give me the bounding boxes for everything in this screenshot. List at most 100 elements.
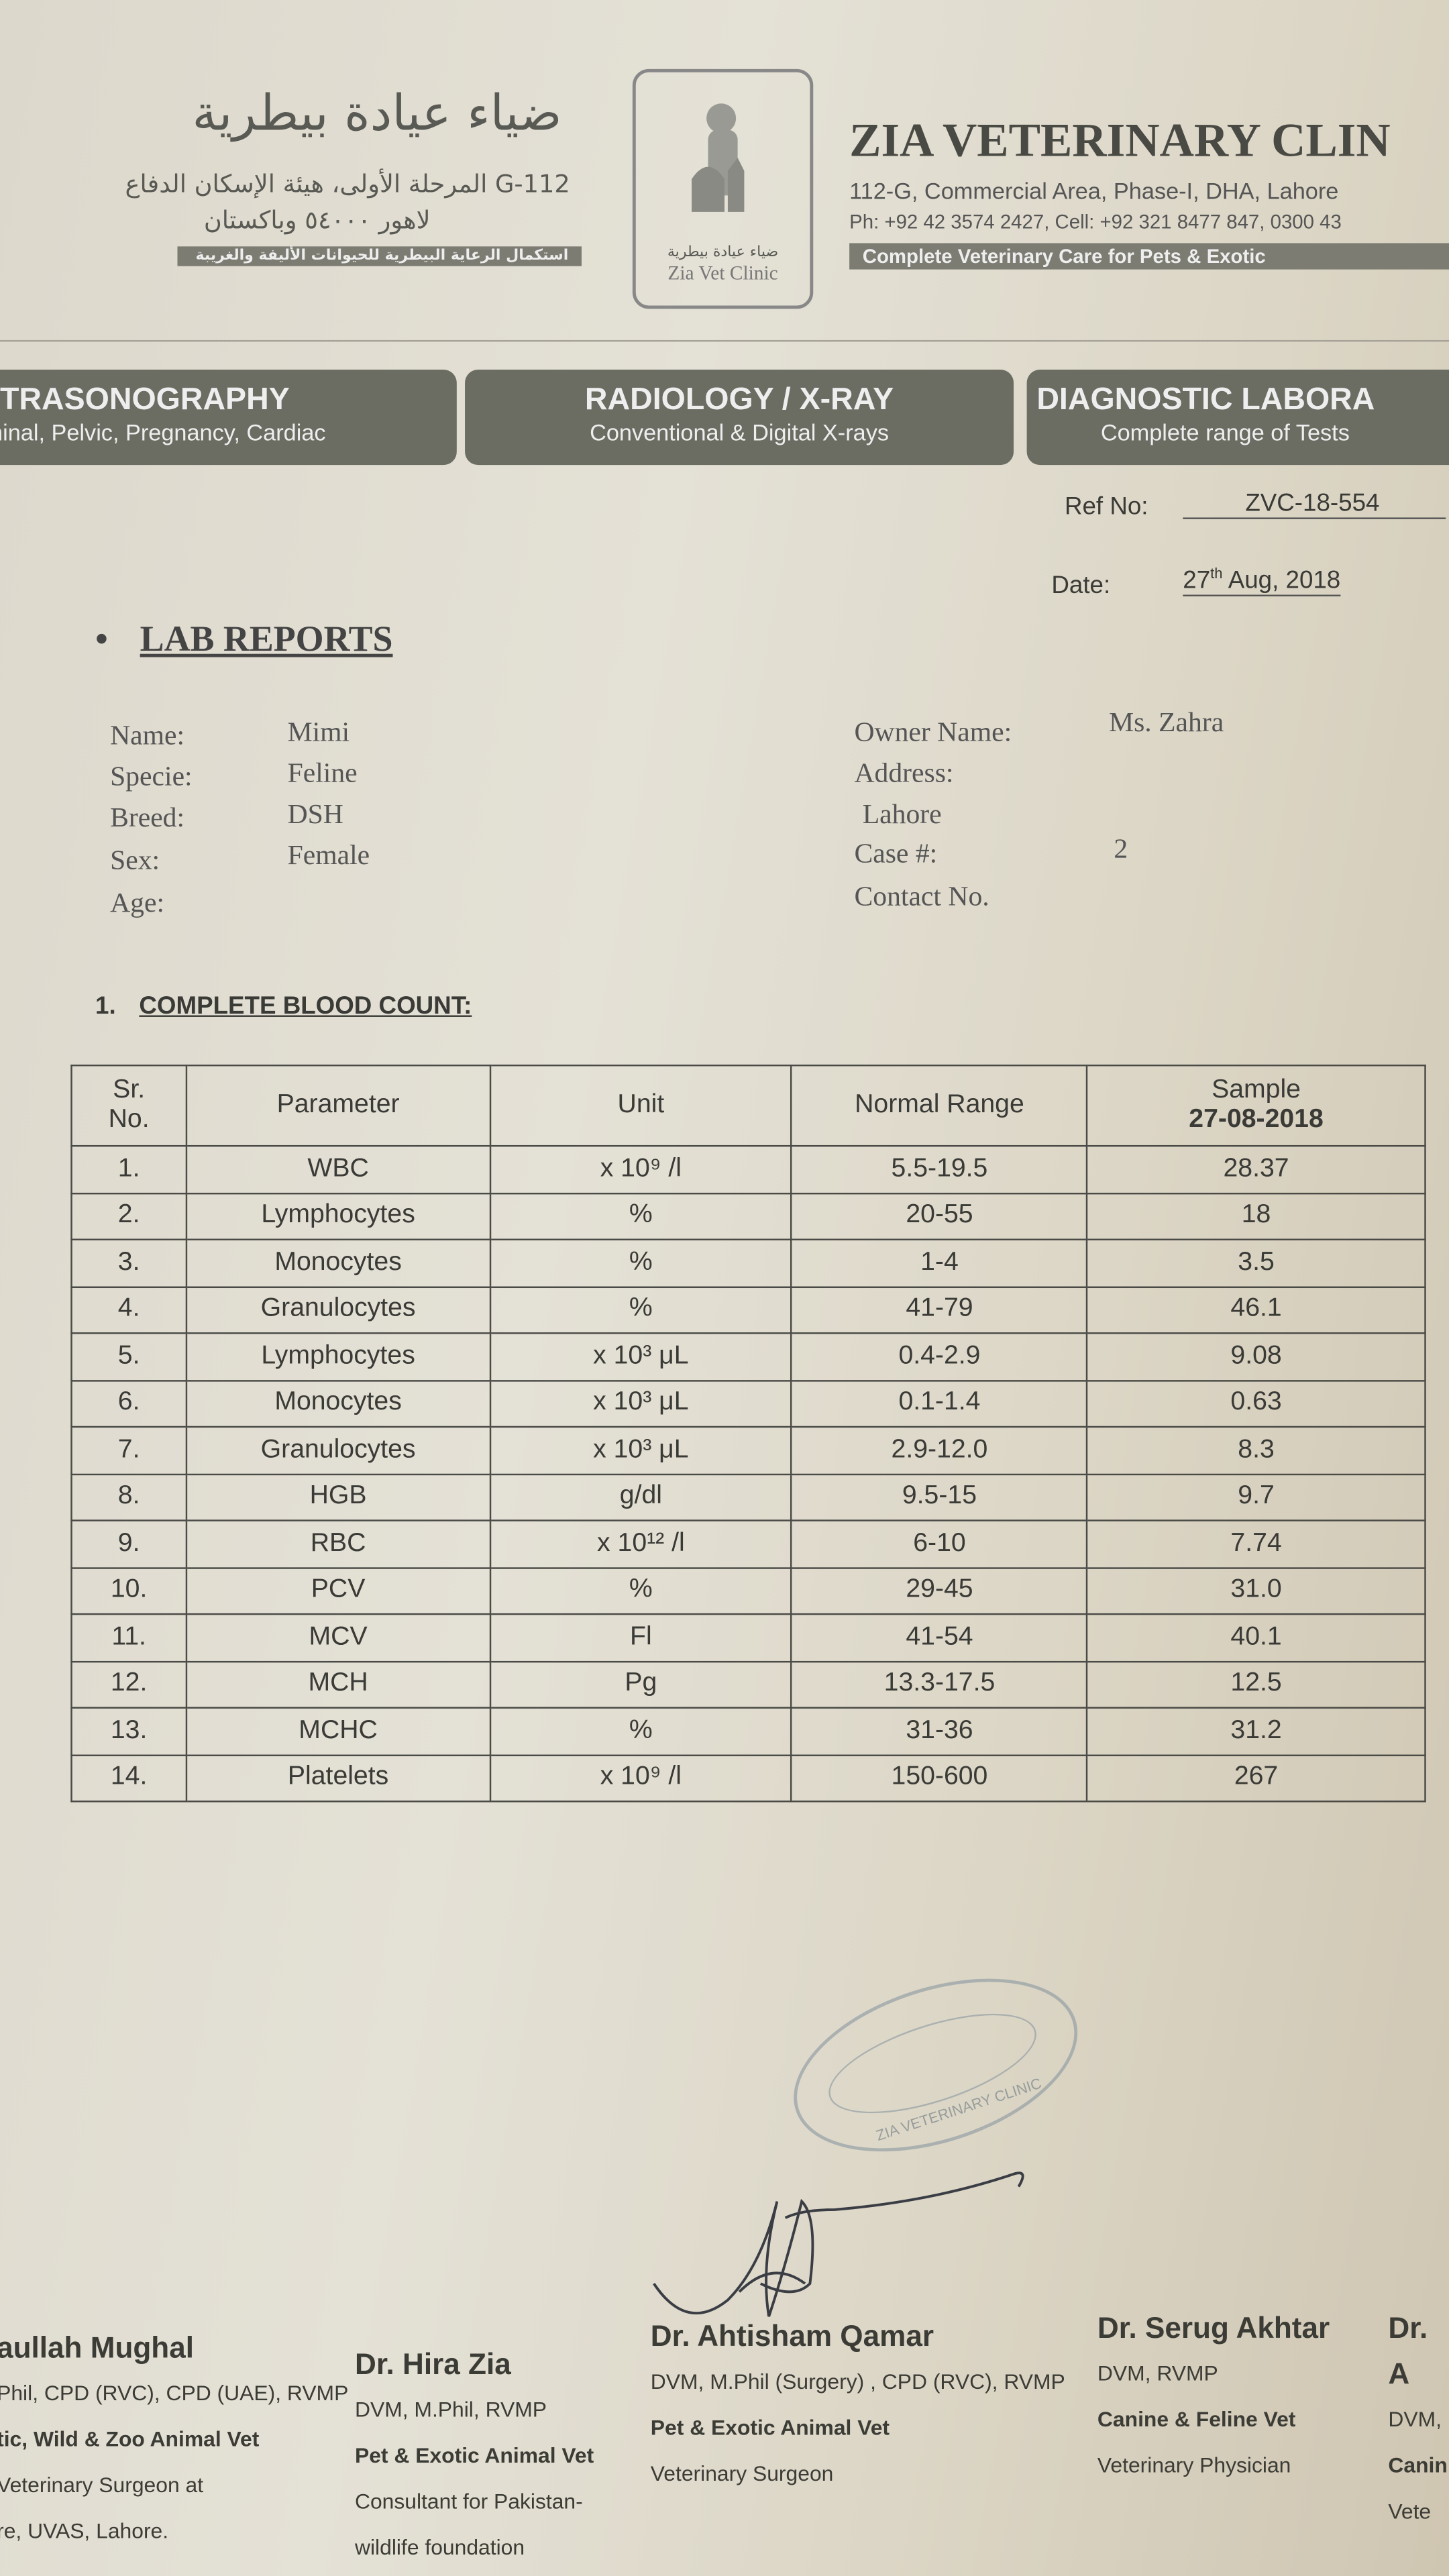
header-sample: Sample 27-08-2018 [1086, 1064, 1426, 1147]
service-title: DIAGNOSTIC LABORA [1036, 382, 1375, 418]
cell-value: 31.0 [1086, 1566, 1426, 1615]
pet-logo-icon [692, 103, 745, 212]
contact-label: Contact No. [854, 880, 989, 912]
cell-param: Monocytes [185, 1238, 491, 1287]
cell-param: Monocytes [185, 1379, 491, 1428]
sex-label: Sex: [110, 844, 160, 876]
cell-unit: % [489, 1238, 793, 1287]
cell-value: 28.37 [1086, 1144, 1426, 1194]
doctor-line: re, UVAS, Lahore. [0, 2518, 169, 2544]
service-ultrasonography: TRASONOGRAPHY minal, Pelvic, Pregnancy, … [0, 370, 457, 466]
cell-param: Granulocytes [185, 1426, 491, 1474]
cell-value: 3.5 [1086, 1238, 1426, 1287]
cell-param: Lymphocytes [185, 1332, 491, 1381]
cell-param: Granulocytes [185, 1285, 491, 1334]
cell-unit: x 10³ μL [489, 1379, 793, 1428]
name-label: Name: [110, 719, 185, 751]
cell-unit: % [489, 1191, 793, 1240]
clinic-phone: Ph: +92 42 3574 2427, Cell: +92 321 8477… [849, 210, 1342, 233]
cell-value: 9.08 [1086, 1332, 1426, 1381]
cell-range: 41-54 [791, 1613, 1088, 1662]
cell-unit: Fl [489, 1613, 793, 1662]
doctor-line: Canine & Feline Vet [1097, 2406, 1296, 2432]
section-title: • LAB REPORTS [95, 617, 393, 659]
cell-unit: % [489, 1566, 793, 1615]
cell-sr: 11. [70, 1613, 187, 1662]
table-row: 2. Lymphocytes% 20-55 18 [70, 1191, 1426, 1240]
doctor-line: Pet & Exotic Animal Vet [650, 2415, 890, 2440]
cell-range: 9.5-15 [791, 1472, 1088, 1521]
doctor-line: Veterinary Surgeon [650, 2461, 834, 2486]
cell-sr: 12. [70, 1660, 187, 1709]
cell-sr: 7. [70, 1426, 187, 1474]
cell-param: MCHC [185, 1707, 491, 1756]
cell-unit: % [489, 1285, 793, 1334]
sex-value: Female [287, 839, 370, 871]
doctor-line: Veterinary Surgeon at [0, 2472, 204, 2498]
header-divider [0, 339, 1449, 342]
cell-range: 150-600 [791, 1754, 1088, 1803]
doctor-5: Dr. A DVM, Canin Vete [1388, 2305, 1449, 2535]
doctor-line: Pet & Exotic Animal Vet [354, 2443, 594, 2468]
cell-unit: % [489, 1707, 793, 1756]
table-row: 6. Monocytes x 10³ μL 0.1-1.4 0.63 [70, 1379, 1426, 1428]
cell-unit: x 10⁹ /l [489, 1754, 793, 1803]
doctor-line: DVM, [1388, 2406, 1442, 2432]
table-row: 14. Platelets x 10⁹ /l 150-600 267 [70, 1754, 1426, 1803]
cell-sr: 14. [70, 1754, 187, 1803]
cell-value: 12.5 [1086, 1660, 1426, 1709]
doctor-name: Dr. Serug Akhtar [1097, 2311, 1330, 2345]
table-row: 1. WBC x 10⁹ /l 5.5-19.5 28.37 [70, 1144, 1426, 1194]
cell-unit: g/dl [489, 1472, 793, 1521]
cell-sr: 5. [70, 1332, 187, 1381]
cell-unit: x 10¹² /l [489, 1519, 793, 1568]
cell-sr: 10. [70, 1566, 187, 1615]
cell-value: 0.63 [1086, 1379, 1426, 1428]
owner-value: Ms. Zahra [1109, 706, 1224, 738]
cell-value: 46.1 [1086, 1285, 1426, 1334]
section-title-text: LAB REPORTS [140, 617, 393, 659]
table-row: 9. RBC x 10¹² /l 6-10 7.74 [70, 1519, 1426, 1568]
date-day: 27 [1183, 566, 1211, 595]
header-no: No. [108, 1106, 150, 1134]
doctor-line: DVM, M.Phil, RVMP [354, 2397, 547, 2422]
doctor-line: Veterinary Physician [1097, 2453, 1291, 2478]
cell-range: 0.1-1.4 [791, 1379, 1088, 1428]
cbc-title-text: COMPLETE BLOOD COUNT: [139, 992, 472, 1020]
cell-range: 29-45 [791, 1566, 1088, 1615]
service-diagnostic-lab: DIAGNOSTIC LABORA Complete range of Test… [1026, 370, 1449, 466]
cell-value: 31.2 [1086, 1707, 1426, 1756]
doctor-line: tic, Wild & Zoo Animal Vet [0, 2426, 260, 2451]
date-label: Date: [1051, 572, 1111, 600]
doctor-name: Dr. Ahtisham Qamar [650, 2319, 934, 2353]
header-unit: Unit [489, 1064, 793, 1147]
address-value: Lahore [862, 798, 942, 830]
service-subtitle: Conventional & Digital X-rays [590, 419, 890, 445]
cell-param: Lymphocytes [185, 1191, 491, 1240]
cell-param: MCV [185, 1613, 491, 1662]
cell-param: WBC [185, 1144, 491, 1194]
cell-value: 8.3 [1086, 1426, 1426, 1474]
doctor-3: Dr. Ahtisham Qamar DVM, M.Phil (Surgery)… [651, 2313, 1065, 2497]
table-row: 10. PCV% 29-45 31.0 [70, 1566, 1426, 1615]
doctor-1: aullah Mughal Phil, CPD (RVC), CPD (UAE)… [0, 2324, 348, 2555]
cell-sr: 6. [70, 1379, 187, 1428]
cell-param: PCV [185, 1566, 491, 1615]
cell-value: 9.7 [1086, 1472, 1426, 1521]
doctor-line: Vete [1388, 2498, 1432, 2524]
signature [653, 2171, 1024, 2317]
cell-range: 2.9-12.0 [791, 1426, 1088, 1474]
doctor-line: DVM, RVMP [1097, 2361, 1218, 2385]
cell-param: MCH [185, 1660, 491, 1709]
arabic-clinic-name: ضياء عيادة بيطرية [192, 85, 562, 144]
cell-unit: x 10³ μL [489, 1426, 793, 1474]
service-subtitle: Complete range of Tests [1100, 419, 1350, 445]
doctor-line: Canin [1388, 2453, 1448, 2478]
owner-label: Owner Name: [854, 716, 1012, 748]
table-row: 7. Granulocytes x 10³ μL 2.9-12.0 8.3 [70, 1426, 1426, 1474]
header-sample-label: Sample [1212, 1076, 1301, 1104]
age-label: Age: [110, 887, 165, 918]
doctor-2: Dr. Hira Zia DVM, M.Phil, RVMP Pet & Exo… [355, 2341, 594, 2571]
service-subtitle: minal, Pelvic, Pregnancy, Cardiac [0, 419, 326, 445]
cell-sr: 13. [70, 1707, 187, 1756]
